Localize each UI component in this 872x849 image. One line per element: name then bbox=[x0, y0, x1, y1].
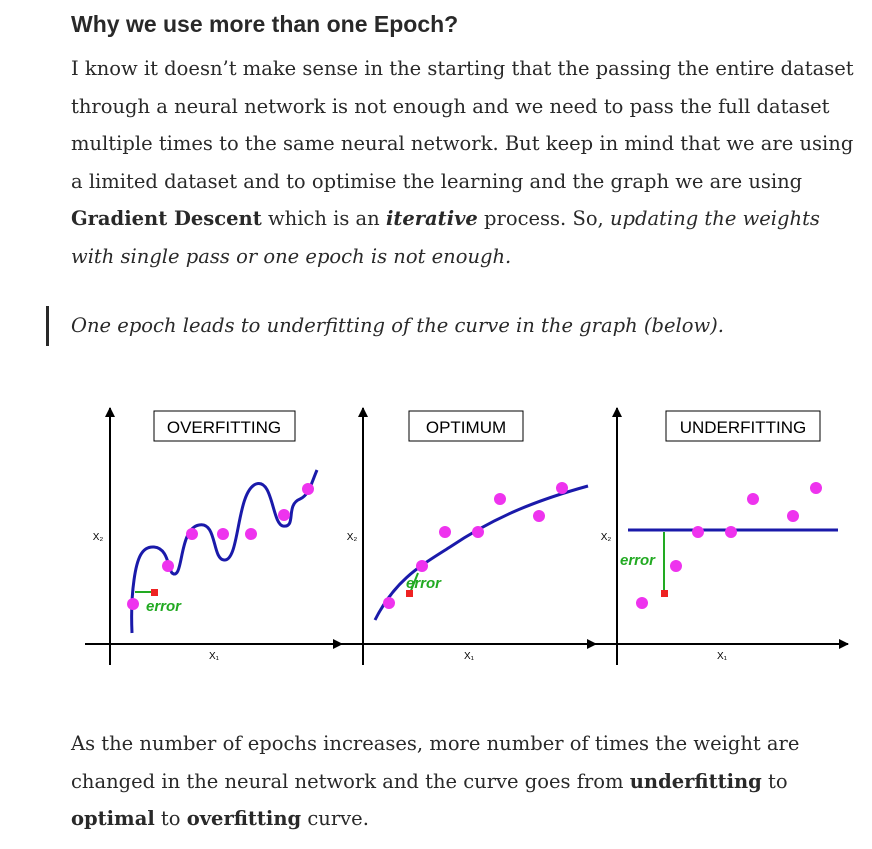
intro-text-1: I know it doesn’t make sense in the star… bbox=[71, 57, 854, 193]
y-axis-label: X₂ bbox=[601, 532, 612, 543]
panel-title-box bbox=[665, 410, 821, 442]
data-point bbox=[186, 528, 198, 540]
intro-bold-italic-iterative: iterative bbox=[385, 207, 478, 230]
error-marker bbox=[661, 590, 668, 597]
intro-paragraph: I know it doesn’t make sense in the star… bbox=[71, 50, 861, 275]
outro-text-1: As the number of epochs increases, more … bbox=[71, 732, 800, 793]
panel-title: OPTIMUM bbox=[426, 418, 506, 437]
error-label: error bbox=[146, 598, 182, 615]
y-axis-label: X₂ bbox=[93, 532, 104, 543]
outro-bold-underfitting: underfitting bbox=[629, 769, 762, 793]
intro-bold-gradient-descent: Gradient Descent bbox=[71, 207, 262, 230]
error-line bbox=[409, 572, 419, 594]
intro-italic-conclusion: updating the weights with single pass or… bbox=[71, 207, 820, 268]
data-point bbox=[556, 482, 568, 494]
data-point bbox=[670, 560, 682, 572]
fit-curve bbox=[130, 469, 319, 634]
blockquote-text: One epoch leads to underfitting of the c… bbox=[71, 314, 724, 337]
data-point bbox=[217, 528, 229, 540]
panel-optimum: OPTIMUM X₂ X₁ error bbox=[338, 407, 597, 665]
outro-bold-optimal: optimal bbox=[71, 807, 155, 830]
error-marker bbox=[406, 590, 413, 597]
error-marker bbox=[151, 589, 158, 596]
data-point bbox=[725, 526, 737, 538]
data-point bbox=[692, 526, 704, 538]
outro-bold-overfitting: overfitting bbox=[186, 807, 302, 830]
panel-underfitting: UNDERFITTING X₂ X₁ error bbox=[593, 407, 849, 665]
data-point bbox=[494, 493, 506, 505]
x-axis-label: X₁ bbox=[209, 651, 220, 662]
panel-overfitting: OVERFITTING X₂ X₁ error bbox=[85, 407, 343, 665]
panel-title: UNDERFITTING bbox=[680, 418, 807, 437]
data-point bbox=[127, 598, 139, 610]
fit-curve bbox=[373, 484, 589, 621]
data-point bbox=[787, 510, 799, 522]
x-axis-label: X₁ bbox=[717, 651, 728, 662]
data-point bbox=[747, 493, 759, 505]
data-point bbox=[383, 597, 395, 609]
section-heading: Why we use more than one Epoch? bbox=[71, 11, 459, 37]
data-point bbox=[439, 526, 451, 538]
data-point bbox=[636, 597, 648, 609]
data-point bbox=[278, 509, 290, 521]
intro-text-2: which is an bbox=[261, 207, 386, 230]
outro-text-3: to bbox=[154, 807, 187, 830]
data-point bbox=[162, 560, 174, 572]
error-label: error bbox=[620, 552, 656, 569]
panel-title-box bbox=[153, 410, 296, 442]
data-point bbox=[416, 560, 428, 572]
data-point bbox=[810, 482, 822, 494]
panel-title: OVERFITTING bbox=[167, 418, 281, 437]
outro-text-4: curve. bbox=[301, 807, 369, 830]
intro-text-3: process. So, bbox=[477, 207, 610, 230]
panel-title-box bbox=[408, 410, 524, 442]
outro-text-2: to bbox=[761, 769, 788, 793]
y-axis-label: X₂ bbox=[347, 532, 358, 543]
fitting-figure: OVERFITTING X₂ X₁ error OPTIMUM X₂ X₁ er… bbox=[85, 407, 849, 665]
x-axis-label: X₁ bbox=[464, 651, 475, 662]
data-point bbox=[302, 483, 314, 495]
data-point bbox=[472, 526, 484, 538]
blockquote-bar bbox=[46, 306, 49, 346]
data-point bbox=[533, 510, 545, 522]
outro-paragraph: As the number of epochs increases, more … bbox=[71, 725, 861, 838]
data-point bbox=[245, 528, 257, 540]
error-label: error bbox=[406, 575, 442, 592]
